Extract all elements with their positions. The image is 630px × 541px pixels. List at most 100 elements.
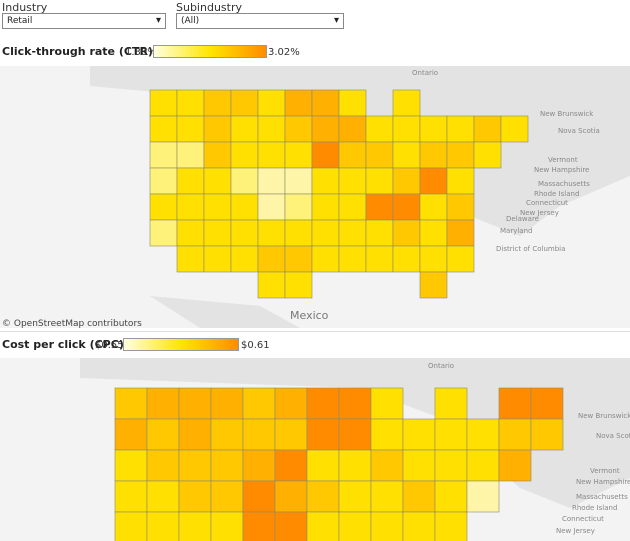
- state-region[interactable]: [284, 141, 313, 169]
- state-region[interactable]: [210, 387, 244, 420]
- state-region[interactable]: [257, 193, 286, 221]
- state-region[interactable]: [446, 219, 475, 247]
- state-region[interactable]: [338, 141, 367, 169]
- state-region[interactable]: [149, 167, 178, 195]
- state-region[interactable]: [392, 115, 421, 143]
- state-region[interactable]: [284, 89, 313, 117]
- state-region[interactable]: [176, 115, 205, 143]
- state-region[interactable]: [230, 141, 259, 169]
- state-region[interactable]: [203, 167, 232, 195]
- state-region[interactable]: [338, 115, 367, 143]
- state-region[interactable]: [392, 245, 421, 273]
- state-region[interactable]: [210, 449, 244, 482]
- state-region[interactable]: [178, 511, 212, 541]
- state-region[interactable]: [149, 89, 178, 117]
- state-region[interactable]: [338, 449, 372, 482]
- state-region[interactable]: [203, 115, 232, 143]
- state-region[interactable]: [114, 418, 148, 451]
- state-region[interactable]: [230, 115, 259, 143]
- state-region[interactable]: [257, 141, 286, 169]
- state-region[interactable]: [434, 449, 468, 482]
- state-region[interactable]: [242, 480, 276, 513]
- state-region[interactable]: [419, 219, 448, 247]
- state-region[interactable]: [114, 449, 148, 482]
- state-region[interactable]: [284, 271, 313, 299]
- state-region[interactable]: [311, 89, 340, 117]
- state-region[interactable]: [446, 141, 475, 169]
- state-region[interactable]: [446, 193, 475, 221]
- state-region[interactable]: [338, 89, 367, 117]
- state-region[interactable]: [311, 141, 340, 169]
- state-region[interactable]: [530, 418, 564, 451]
- state-region[interactable]: [284, 219, 313, 247]
- state-region[interactable]: [446, 167, 475, 195]
- state-region[interactable]: [274, 418, 308, 451]
- state-region[interactable]: [466, 480, 500, 513]
- state-region[interactable]: [402, 511, 436, 541]
- state-region[interactable]: [176, 193, 205, 221]
- state-region[interactable]: [203, 193, 232, 221]
- state-region[interactable]: [338, 511, 372, 541]
- state-region[interactable]: [311, 167, 340, 195]
- state-region[interactable]: [210, 480, 244, 513]
- state-region[interactable]: [473, 141, 502, 169]
- state-region[interactable]: [149, 219, 178, 247]
- state-region[interactable]: [210, 511, 244, 541]
- state-region[interactable]: [392, 141, 421, 169]
- state-region[interactable]: [146, 449, 180, 482]
- state-region[interactable]: [146, 387, 180, 420]
- dropdown[interactable]: (All): [176, 13, 344, 29]
- state-region[interactable]: [419, 193, 448, 221]
- state-region[interactable]: [419, 167, 448, 195]
- state-region[interactable]: [203, 245, 232, 273]
- state-region[interactable]: [446, 245, 475, 273]
- state-region[interactable]: [274, 387, 308, 420]
- state-region[interactable]: [338, 418, 372, 451]
- state-region[interactable]: [311, 115, 340, 143]
- state-region[interactable]: [230, 245, 259, 273]
- state-region[interactable]: [434, 480, 468, 513]
- state-region[interactable]: [466, 418, 500, 451]
- state-region[interactable]: [178, 418, 212, 451]
- state-region[interactable]: [306, 480, 340, 513]
- state-region[interactable]: [498, 387, 532, 420]
- state-region[interactable]: [257, 167, 286, 195]
- state-region[interactable]: [311, 193, 340, 221]
- state-region[interactable]: [203, 219, 232, 247]
- state-region[interactable]: [370, 418, 404, 451]
- state-region[interactable]: [392, 167, 421, 195]
- state-region[interactable]: [146, 511, 180, 541]
- state-region[interactable]: [338, 387, 372, 420]
- state-region[interactable]: [338, 167, 367, 195]
- state-region[interactable]: [274, 511, 308, 541]
- state-region[interactable]: [146, 480, 180, 513]
- state-region[interactable]: [146, 418, 180, 451]
- state-region[interactable]: [176, 167, 205, 195]
- state-region[interactable]: [365, 115, 394, 143]
- state-region[interactable]: [203, 89, 232, 117]
- state-region[interactable]: [365, 193, 394, 221]
- state-region[interactable]: [306, 387, 340, 420]
- state-region[interactable]: [392, 89, 421, 117]
- state-region[interactable]: [114, 480, 148, 513]
- state-region[interactable]: [114, 387, 148, 420]
- state-region[interactable]: [434, 387, 468, 420]
- state-region[interactable]: [402, 418, 436, 451]
- state-region[interactable]: [402, 480, 436, 513]
- state-region[interactable]: [370, 449, 404, 482]
- state-region[interactable]: [114, 511, 148, 541]
- state-region[interactable]: [338, 245, 367, 273]
- state-region[interactable]: [434, 418, 468, 451]
- state-region[interactable]: [149, 115, 178, 143]
- state-region[interactable]: [210, 418, 244, 451]
- state-region[interactable]: [473, 115, 502, 143]
- state-region[interactable]: [419, 115, 448, 143]
- state-region[interactable]: [230, 89, 259, 117]
- state-region[interactable]: [306, 449, 340, 482]
- state-region[interactable]: [203, 141, 232, 169]
- state-region[interactable]: [257, 271, 286, 299]
- state-region[interactable]: [498, 449, 532, 482]
- state-region[interactable]: [257, 115, 286, 143]
- state-region[interactable]: [446, 115, 475, 143]
- state-region[interactable]: [230, 219, 259, 247]
